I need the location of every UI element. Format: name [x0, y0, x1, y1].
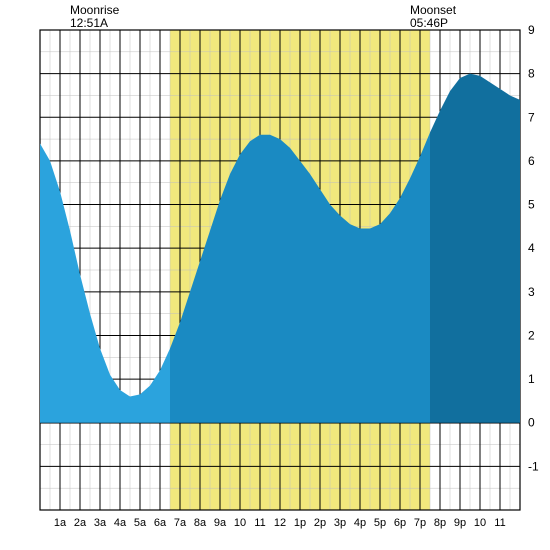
- x-tick-label: 8a: [194, 517, 207, 529]
- x-tick-label: 2p: [314, 517, 326, 529]
- y-tick-label: -1: [528, 459, 539, 473]
- y-tick-label: 5: [528, 198, 535, 212]
- x-tick-label: 7p: [414, 517, 426, 529]
- y-tick-label: 4: [528, 241, 535, 255]
- moonset-title: Moonset: [410, 3, 457, 17]
- x-tick-label: 4a: [114, 517, 127, 529]
- x-axis-labels: 1a 2a 3a 4a 5a 6a 7a 8a 9a 10 11 12 1p 2p 3p 4p 5p 6p 7p 8p…: [54, 517, 506, 529]
- moonrise-title: Moonrise: [70, 3, 120, 17]
- y-tick-label: 7: [528, 110, 535, 124]
- tide-area-night-pm: [430, 74, 520, 423]
- x-tick-label: 11: [494, 517, 505, 529]
- x-tick-label: 9a: [214, 517, 227, 529]
- y-tick-label: 6: [528, 154, 535, 168]
- y-tick-label: 0: [528, 416, 535, 430]
- x-tick-label: 12: [274, 517, 286, 529]
- y-tick-label: 1: [528, 372, 535, 386]
- x-tick-label: 8p: [434, 517, 446, 529]
- y-tick-label: 9: [528, 23, 535, 37]
- x-tick-label: 2a: [74, 517, 87, 529]
- x-tick-label: 1p: [294, 517, 306, 529]
- y-tick-label: 2: [528, 328, 535, 342]
- x-tick-label: 9p: [454, 517, 466, 529]
- y-tick-label: 8: [528, 67, 535, 81]
- chart-svg: -101234567891a2a3a4a5a6a7a8a9a1011121p2p…: [0, 0, 550, 550]
- moonset-time: 05:46P: [410, 16, 448, 30]
- tide-chart: -101234567891a2a3a4a5a6a7a8a9a1011121p2p…: [0, 0, 550, 550]
- y-tick-label: 3: [528, 285, 535, 299]
- x-tick-label: 10: [474, 517, 486, 529]
- x-tick-label: 4p: [354, 517, 366, 529]
- x-tick-label: 6p: [394, 517, 406, 529]
- x-tick-label: 5a: [134, 517, 147, 529]
- x-tick-label: 3a: [94, 517, 107, 529]
- x-tick-label: 11: [254, 517, 265, 529]
- x-tick-label: 10: [234, 517, 246, 529]
- x-tick-label: 7a: [174, 517, 187, 529]
- x-tick-label: 5p: [374, 517, 386, 529]
- x-tick-label: 3p: [334, 517, 346, 529]
- x-tick-label: 1a: [54, 517, 67, 529]
- x-tick-label: 6a: [154, 517, 167, 529]
- moonrise-time: 12:51A: [70, 16, 108, 30]
